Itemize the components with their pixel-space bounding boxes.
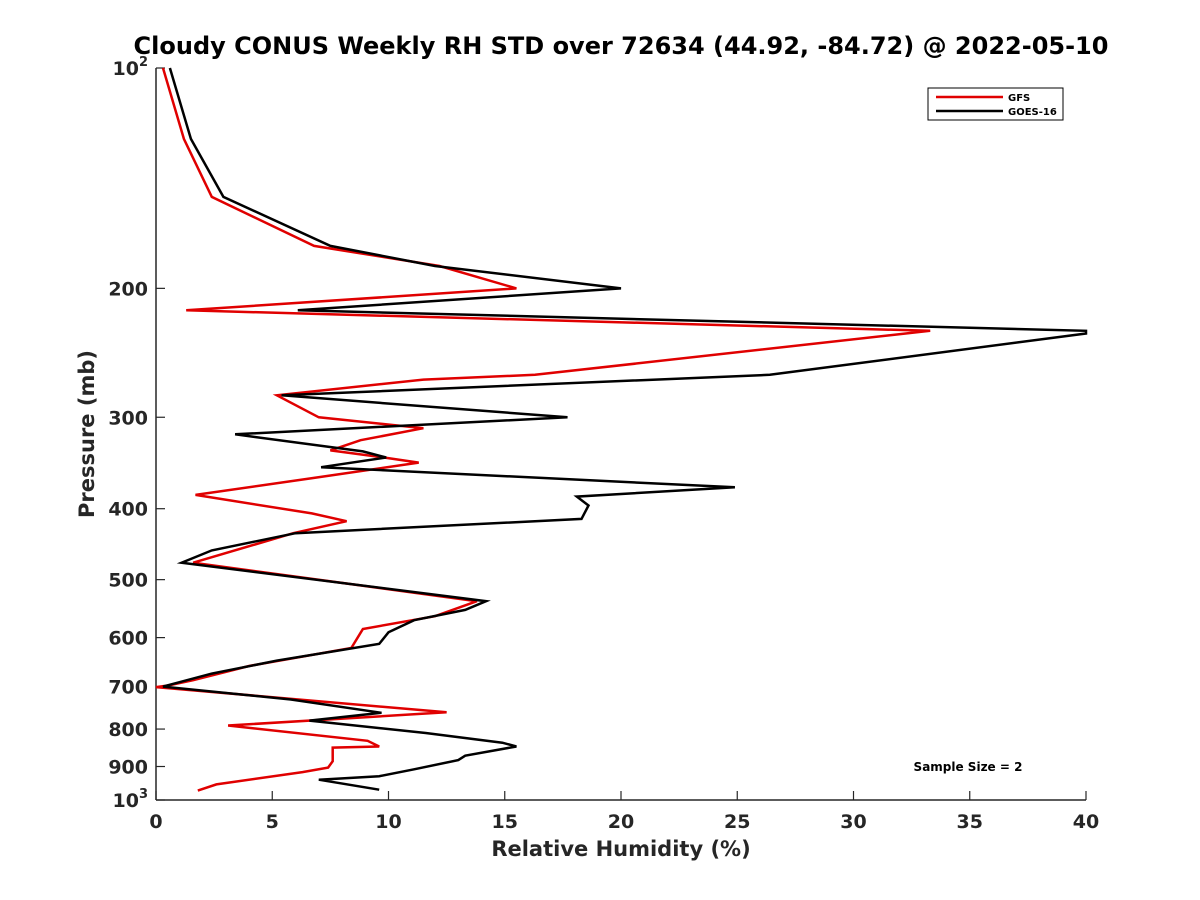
x-tick-label: 40 <box>1073 811 1099 833</box>
series-line-goes-16 <box>162 67 1088 791</box>
y-tick-label: 103 <box>113 787 149 812</box>
y-tick-label: 700 <box>108 677 148 699</box>
x-axis-label: Relative Humidity (%) <box>491 837 750 861</box>
y-tick-label: 102 <box>113 55 149 80</box>
y-tick-label: 800 <box>108 719 148 741</box>
series-line-gfs <box>155 67 931 792</box>
y-tick-label: 200 <box>108 278 148 300</box>
x-tick-label: 5 <box>266 811 279 833</box>
x-tick-label: 15 <box>492 811 518 833</box>
x-tick-label: 35 <box>957 811 983 833</box>
x-tick-label: 30 <box>840 811 866 833</box>
y-tick-label: 900 <box>108 757 148 779</box>
y-tick-label: 600 <box>108 628 148 650</box>
y-tick-label: 300 <box>108 407 148 429</box>
y-tick-label: 500 <box>108 570 148 592</box>
plot-frame <box>156 68 1086 800</box>
series-layer <box>155 67 1088 792</box>
x-tick-label: 10 <box>375 811 401 833</box>
chart-title: Cloudy CONUS Weekly RH STD over 72634 (4… <box>134 32 1109 60</box>
y-axis-ticks: 102 200 300 400 500 600 700 800 900 103 <box>108 55 165 812</box>
legend-label-gfs: GFS <box>1008 93 1030 104</box>
legend-label-goes-16: GOES-16 <box>1008 107 1057 118</box>
x-axis-ticks: 0 5 10 15 20 25 30 35 40 <box>149 791 1099 833</box>
legend-box <box>927 87 1064 121</box>
y-tick-label: 400 <box>108 499 148 521</box>
x-tick-label: 0 <box>149 811 162 833</box>
y-axis-label: Pressure (mb) <box>75 350 99 518</box>
legend: GFS GOES-16 <box>927 87 1064 121</box>
x-tick-label: 20 <box>608 811 634 833</box>
sample-size-annotation: Sample Size = 2 <box>914 760 1023 774</box>
x-tick-label: 25 <box>724 811 750 833</box>
